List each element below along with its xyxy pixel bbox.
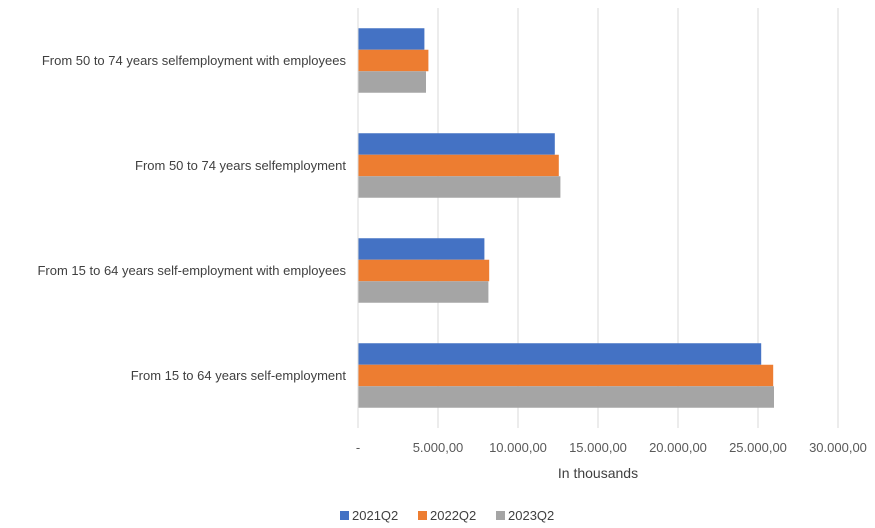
category-label: From 50 to 74 years selfemployment [135, 158, 346, 173]
bar [358, 343, 762, 365]
legend: 2021Q2 2022Q2 2023Q2 [340, 508, 554, 523]
legend-label: 2023Q2 [508, 508, 554, 523]
x-tick-label: 10.000,00 [489, 440, 547, 455]
legend-swatch [418, 511, 427, 520]
legend-swatch [340, 511, 349, 520]
x-axis-title: In thousands [558, 465, 638, 481]
category-label: From 15 to 64 years self-employment [131, 368, 347, 383]
bar [358, 176, 561, 198]
bar [358, 154, 559, 177]
bar [358, 28, 425, 50]
x-tick-label: - [356, 440, 360, 455]
bar [358, 133, 555, 155]
x-tick-label: 25.000,00 [729, 440, 787, 455]
category-label: From 50 to 74 years selfemployment with … [42, 53, 347, 68]
bar [358, 259, 490, 282]
legend-label: 2022Q2 [430, 508, 476, 523]
bars [358, 28, 774, 408]
x-tick-labels: - 5.000,00 10.000,00 15.000,00 20.000,00 25.0… [356, 440, 867, 455]
bar [358, 71, 426, 93]
x-tick-label: 5.000,00 [413, 440, 464, 455]
bar [358, 281, 489, 303]
x-tick-label: 30.000,00 [809, 440, 867, 455]
x-tick-label: 20.000,00 [649, 440, 707, 455]
category-label: From 15 to 64 years self-employment with… [37, 263, 346, 278]
legend-label: 2021Q2 [352, 508, 398, 523]
bar [358, 238, 485, 260]
legend-swatch [496, 511, 505, 520]
bar [358, 364, 774, 387]
x-tick-label: 15.000,00 [569, 440, 627, 455]
category-labels: From 50 to 74 years selfemployment with … [37, 53, 346, 383]
bar [358, 49, 429, 72]
bar [358, 386, 774, 408]
